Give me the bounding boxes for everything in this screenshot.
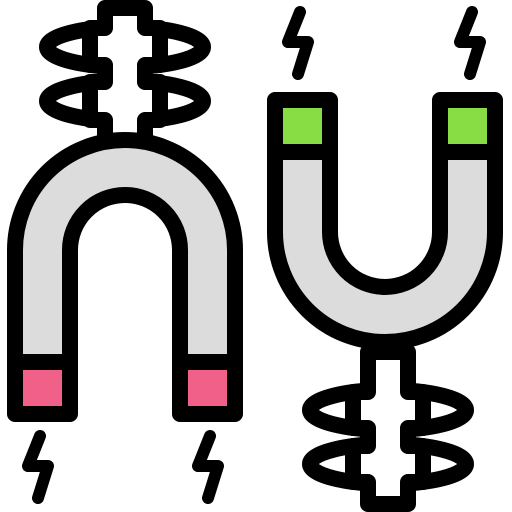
left-magnet-body	[7, 132, 243, 370]
left-magnet-pole-left	[7, 354, 78, 422]
left-magnet-pole-right	[172, 354, 243, 422]
lightning-bolt-icon	[282, 6, 314, 80]
right-field-coil-icon	[302, 344, 474, 512]
lightning-bolt-icon	[192, 430, 224, 504]
right-magnet	[267, 6, 503, 512]
right-magnet-pole-right	[432, 92, 503, 160]
right-magnet-body	[267, 144, 503, 350]
lightning-bolt-icon	[22, 430, 54, 504]
lightning-bolt-icon	[454, 6, 486, 80]
right-magnet-pole-left	[267, 92, 338, 160]
left-field-coil-icon	[39, 0, 211, 168]
left-magnet	[7, 0, 243, 504]
